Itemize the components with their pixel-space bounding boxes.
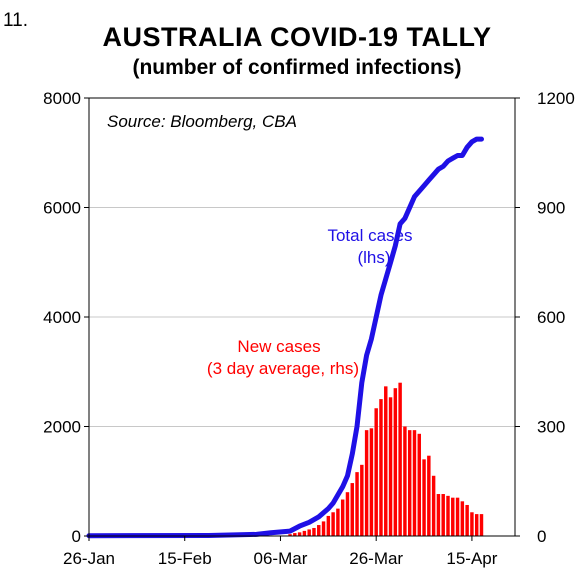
new-cases-bar <box>384 386 388 536</box>
new-cases-bar <box>393 388 398 536</box>
new-cases-bar <box>470 512 474 536</box>
new-cases-bar <box>465 504 469 536</box>
new-cases-bar <box>350 483 354 536</box>
new-cases-bar <box>436 494 441 536</box>
new-cases-bar <box>388 397 393 536</box>
right-tick-label: 600 <box>537 308 565 327</box>
new-cases-bar <box>312 527 316 536</box>
new-cases-bar <box>326 515 331 536</box>
new-cases-bar <box>422 459 426 536</box>
right-tick-label: 0 <box>537 527 546 546</box>
chart-subtitle: (number of confirmed infections) <box>132 56 462 79</box>
new-cases-bar <box>431 475 436 536</box>
new-cases-bar <box>379 399 383 536</box>
x-tick-label: 26-Jan <box>63 549 115 568</box>
new-cases-bar <box>451 497 455 536</box>
new-cases-bars <box>288 382 484 536</box>
new-cases-bar <box>345 492 350 536</box>
new-cases-bar <box>293 533 297 536</box>
chart-title: AUSTRALIA COVID-19 TALLY <box>102 22 492 52</box>
total-cases-label: Total cases <box>327 226 412 245</box>
x-tick-label: 26-Mar <box>349 549 403 568</box>
new-cases-bar <box>455 497 460 536</box>
left-tick-label: 6000 <box>43 199 81 218</box>
new-cases-bar <box>417 433 421 536</box>
figure-number: 11. <box>3 10 29 31</box>
new-cases-bar <box>398 382 402 536</box>
axis-labels: 0 2000 4000 6000 8000 0 300 600 900 1200 26-Jan 15-… <box>43 89 575 568</box>
new-cases-bar <box>321 521 326 536</box>
right-tick-label: 900 <box>537 199 565 218</box>
gridlines <box>89 207 515 427</box>
new-cases-bar <box>355 472 359 536</box>
new-cases-bar <box>331 512 335 536</box>
x-tick-label: 15-Apr <box>446 549 497 568</box>
new-cases-bar <box>369 428 374 536</box>
new-cases-bar <box>441 494 445 536</box>
left-tick-label: 0 <box>72 527 81 546</box>
new-cases-bar <box>336 508 340 536</box>
new-cases-bar <box>474 514 479 536</box>
new-cases-bar <box>340 499 345 536</box>
new-cases-bar <box>297 532 302 536</box>
new-cases-bar <box>412 430 417 536</box>
new-cases-label: New cases <box>237 337 320 356</box>
new-cases-bar <box>446 495 450 536</box>
new-cases-bar <box>288 534 292 536</box>
new-cases-axis-note: (3 day average, rhs) <box>207 359 359 378</box>
left-tick-label: 4000 <box>43 308 81 327</box>
new-cases-bar <box>427 455 431 536</box>
new-cases-bar <box>307 529 311 536</box>
right-tick-label: 300 <box>537 418 565 437</box>
left-tick-label: 2000 <box>43 418 81 437</box>
x-tick-label: 15-Feb <box>158 549 212 568</box>
new-cases-bar <box>374 408 378 536</box>
new-cases-bar <box>317 525 321 536</box>
total-cases-line <box>86 136 484 539</box>
source-note: Source: Bloomberg, CBA <box>107 112 297 131</box>
new-cases-bar <box>360 464 364 536</box>
total-cases-axis-note: (lhs) <box>357 248 390 267</box>
axis-ticks <box>84 97 520 541</box>
new-cases-bar <box>479 514 484 536</box>
left-tick-label: 8000 <box>43 89 81 108</box>
new-cases-bar <box>302 530 307 536</box>
right-tick-label: 1200 <box>537 89 575 108</box>
x-tick-label: 06-Mar <box>254 549 308 568</box>
new-cases-bar <box>407 430 412 536</box>
new-cases-bar <box>364 430 369 536</box>
new-cases-bar <box>460 501 465 536</box>
new-cases-bar <box>403 426 407 536</box>
